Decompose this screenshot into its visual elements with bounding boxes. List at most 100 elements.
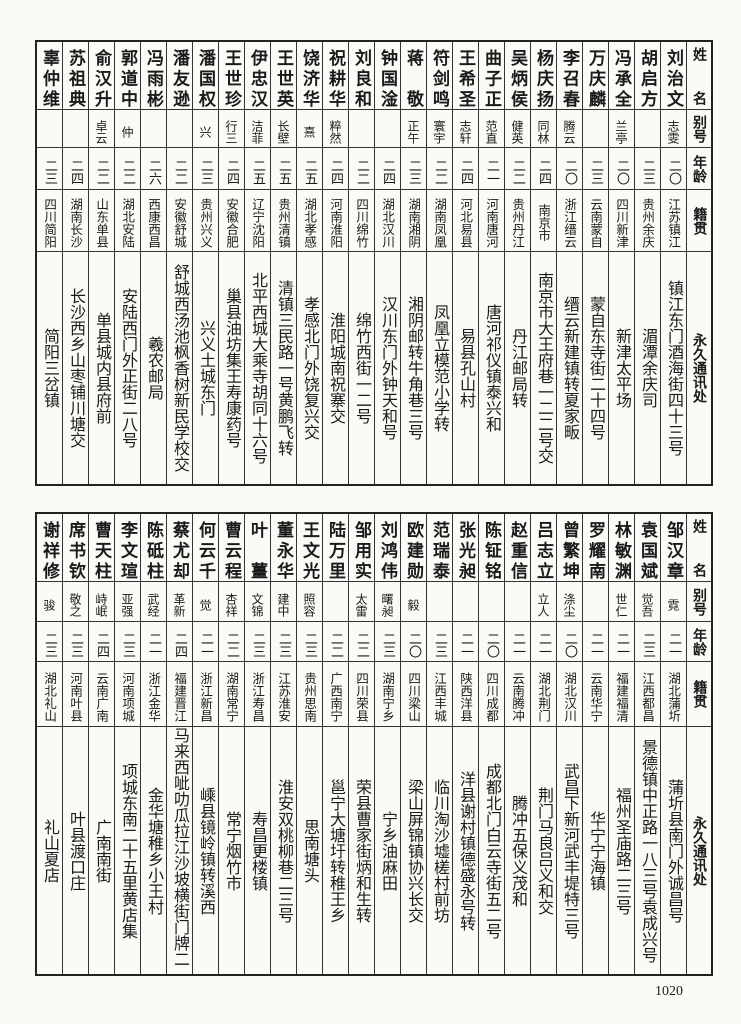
- cell-age: 二三: [375, 622, 400, 662]
- cell-address: 巢县油坊集王寿康药号: [223, 288, 242, 448]
- cell-address: 思南塘头: [301, 818, 320, 883]
- header-alias: 别号: [687, 582, 711, 622]
- cell-origin: 浙江新昌: [193, 662, 218, 727]
- cell-age: 二〇: [557, 622, 582, 662]
- cell-age: 二三: [635, 622, 660, 662]
- cell-alias: 曙昶: [375, 582, 400, 622]
- cell-age: 二四: [531, 148, 556, 190]
- cell-age: 二五: [297, 148, 322, 190]
- cell-name: 赵重信: [505, 514, 530, 582]
- person-record: 曹云程 杏祥 二二 湖南常宁 常宁烟竹市: [218, 514, 244, 974]
- cell-age: 二二: [323, 622, 348, 662]
- roster-table-top: 姓名 别号 年龄 籍贯 永久通讯处 刘治文 志雯 二〇 江苏镇江 镇江东门酒海街四十三号 胡启方 二三…: [35, 40, 713, 486]
- cell-alias: 照容: [297, 582, 322, 622]
- cell-origin: 云南华宁: [583, 662, 608, 727]
- cell-name: 陈钲铭: [479, 514, 504, 582]
- cell-address: 镇江东门酒海街四十三号: [665, 280, 684, 456]
- cell-address: 洋县谢村镇德盛永号转: [457, 770, 476, 931]
- cell-alias: 太雷: [349, 582, 374, 622]
- cell-address: 湄潭余庆司: [639, 328, 658, 408]
- cell-alias: 熹: [297, 110, 322, 148]
- cell-origin: 河南叶县: [63, 662, 88, 727]
- person-record: 李文瑄 亚强 二三 河南项城 项城东南二十五里黄店集: [114, 514, 140, 974]
- cell-address: 武昌下新河武丰堤特三号: [561, 762, 580, 939]
- cell-name: 罗耀南: [583, 514, 608, 582]
- cell-alias: 觉吾: [635, 582, 660, 622]
- cell-age: 二一: [531, 622, 556, 662]
- cell-alias: 同林: [531, 110, 556, 148]
- person-record: 谢祥修骏二三 湖北礼山 礼山夏店: [37, 514, 62, 974]
- person-record: 冯雨彬 二六 西康西昌 羲农邮局: [140, 42, 166, 484]
- header-age: 年龄: [687, 622, 711, 662]
- cell-origin: 湖南宁乡: [375, 662, 400, 727]
- cell-age: 二〇: [609, 148, 634, 190]
- cell-address: 嵊县镜岭镇转溪西: [197, 786, 216, 915]
- cell-address: 缙云新建镇转夏家畈: [561, 296, 580, 440]
- cell-address: 蒙自东寺街二十四号: [587, 296, 606, 440]
- cell-address: 羲农邮局: [145, 336, 164, 400]
- cell-address: 广南南街: [93, 818, 112, 883]
- cell-alias: 立人: [531, 582, 556, 622]
- person-record: 伊忠汉 洁菲 二五 辽宁沈阳 北平西城大乘寺胡同十六号: [244, 42, 270, 484]
- person-record: 陈钲铭 二〇 四川成都 成都北门白云寺街五二号: [478, 514, 504, 974]
- person-record: 欧建勋毅二〇 四川梁山 梁山屏锦镇协兴长交: [400, 514, 426, 974]
- header-column: 姓名 别号 年龄 籍贯 永久通讯处: [686, 42, 711, 484]
- cell-age: 二三: [115, 622, 140, 662]
- cell-origin: 四川荣县: [349, 662, 374, 727]
- cell-alias: [505, 582, 530, 622]
- cell-origin: 江西都昌: [635, 662, 660, 727]
- cell-age: 二三: [427, 622, 452, 662]
- cell-name: 王世珍: [219, 42, 244, 110]
- cell-address: 淮安双桃柳巷二三号: [275, 778, 294, 923]
- cell-age: 二三: [271, 622, 296, 662]
- cell-address: 丹江邮局转: [509, 328, 528, 408]
- cell-alias: [583, 110, 608, 148]
- cell-alias: 毅: [401, 582, 426, 622]
- cell-address: 北平西城大乘寺胡同十六号: [249, 272, 268, 464]
- cell-alias: [141, 110, 166, 148]
- cell-name: 蒋敬: [401, 42, 426, 110]
- cell-name: 王文光: [297, 514, 322, 582]
- cell-address: 清镇三民路一号黄鹏飞转: [275, 280, 294, 456]
- cell-address: 马来西呲叻瓜拉江沙坡横街门牌二号: [171, 727, 190, 967]
- cell-name: 邹用实: [349, 514, 374, 582]
- cell-address: 单县城内县府前: [93, 312, 112, 424]
- cell-name: 陆万里: [323, 514, 348, 582]
- cell-alias: 粹然: [323, 110, 348, 148]
- cell-origin: 湖北蒲圻: [661, 662, 686, 727]
- cell-origin: 江西丰城: [427, 662, 452, 727]
- cell-name: 冯雨彬: [141, 42, 166, 110]
- person-record: 赵重信 二一 云南腾冲 腾冲五保义茂和: [504, 514, 530, 974]
- cell-address: 荣县曹家街炳和生转: [353, 778, 372, 923]
- cell-name: 林敏渊: [609, 514, 634, 582]
- cell-origin: 浙江金华: [141, 662, 166, 727]
- person-record: 钟国淦 二四 湖北汉川 汉川东门外钟天和号: [374, 42, 400, 484]
- cell-origin: 湖北孝感: [297, 190, 322, 252]
- cell-origin: 河北易县: [453, 190, 478, 252]
- cell-age: 二二: [349, 148, 374, 190]
- cell-address: 寿昌更楼镇: [249, 810, 268, 891]
- header-column: 姓名 别号 年龄 籍贯 永久通讯处: [686, 514, 711, 974]
- cell-name: 席书钦: [63, 514, 88, 582]
- cell-name: 饶济华: [297, 42, 322, 110]
- person-record: 吕志立 立人 二一 湖北荆门 荆门马良吕义和交: [530, 514, 556, 974]
- cell-address: 临川淘沙墟槎村前坊: [431, 778, 450, 923]
- cell-age: 二六: [141, 148, 166, 190]
- cell-origin: 南京市: [531, 190, 556, 252]
- person-record: 王希圣 志轩 二四 河北易县 易县孔山村: [452, 42, 478, 484]
- cell-origin: 湖南常宁: [219, 662, 244, 727]
- header-alias: 别号: [687, 110, 711, 148]
- person-record: 陈砥柱 武经 二一 浙江金华 金华塘稚乡小王村: [140, 514, 166, 974]
- person-record: 罗耀南 二一 云南华宁 华宁宁海镇: [582, 514, 608, 974]
- person-record: 叶薑 文锦 二三 浙江寿昌 寿昌更楼镇: [244, 514, 270, 974]
- person-record: 祝耕华 粹然 二四 河南淮阳 淮阳城南祝寨交: [322, 42, 348, 484]
- cell-origin: 四川新津: [609, 190, 634, 252]
- cell-origin: 山东单县: [89, 190, 114, 252]
- cell-address: 景德镇中正路一八三号袁成兴号: [639, 738, 658, 963]
- cell-address: 孝感北门外饶复兴交: [301, 296, 320, 440]
- cell-age: 二四: [375, 148, 400, 190]
- person-record: 王文光 照容 二三 贵州思南 思南塘头: [296, 514, 322, 974]
- cell-name: 潘国权: [193, 42, 218, 110]
- cell-alias: [37, 110, 62, 148]
- cell-age: 二三: [193, 148, 218, 190]
